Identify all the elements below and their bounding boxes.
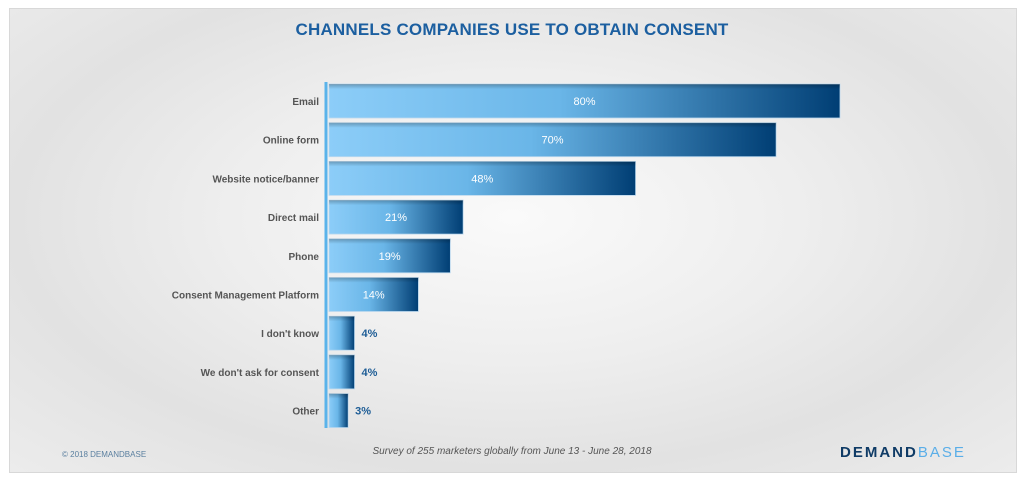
- value-label: 21%: [385, 212, 407, 224]
- category-label: I don't know: [261, 329, 319, 340]
- bar-shade: [329, 238, 451, 273]
- value-label: 4%: [362, 367, 378, 379]
- logo-part-2: BASE: [917, 444, 966, 461]
- value-label: 80%: [573, 96, 595, 108]
- category-label: Other: [292, 407, 319, 418]
- demandbase-logo: DEMANDBASE: [840, 444, 966, 461]
- logo-part-1: DEMAND: [840, 444, 918, 461]
- bar-shade: [329, 277, 419, 312]
- value-label: 19%: [379, 251, 401, 263]
- value-label: 4%: [362, 328, 378, 340]
- bar-shade: [329, 354, 355, 389]
- value-label: 3%: [355, 406, 371, 418]
- bar-shade: [329, 84, 840, 118]
- value-label: 48%: [471, 173, 493, 185]
- category-label: Website notice/banner: [212, 174, 319, 185]
- category-label: Phone: [288, 252, 319, 263]
- category-label: Consent Management Platform: [172, 291, 319, 302]
- bar-shade: [329, 122, 777, 157]
- category-label: Direct mail: [268, 213, 319, 224]
- category-label: Online form: [263, 136, 319, 147]
- bar-shade: [329, 200, 464, 235]
- copyright: © 2018 DEMANDBASE: [62, 450, 147, 459]
- category-label: We don't ask for consent: [201, 368, 320, 379]
- value-label: 14%: [363, 290, 385, 302]
- category-label: Email: [292, 97, 319, 108]
- value-label: 70%: [542, 135, 564, 147]
- chart-title: CHANNELS COMPANIES USE TO OBTAIN CONSENT: [295, 20, 729, 39]
- bar-shade: [329, 316, 355, 351]
- bar-shade: [329, 393, 349, 428]
- survey-note: Survey of 255 marketers globally from Ju…: [372, 446, 652, 457]
- bar-shade: [329, 161, 636, 196]
